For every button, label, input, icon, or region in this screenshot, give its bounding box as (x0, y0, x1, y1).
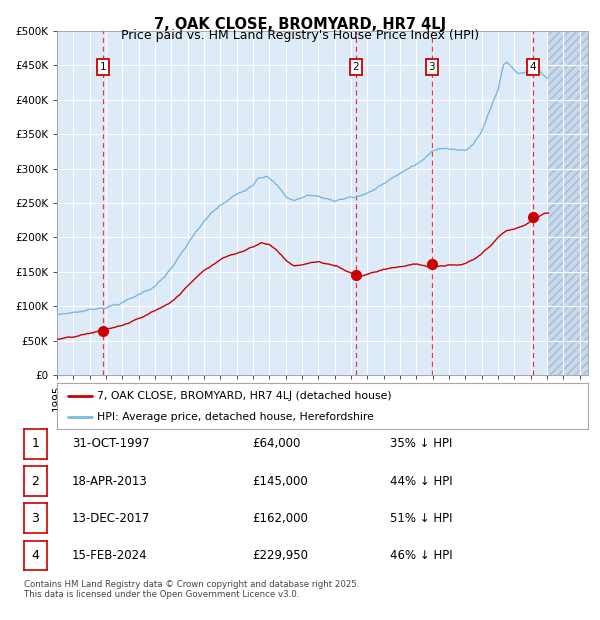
Text: 4: 4 (31, 549, 40, 562)
Text: Contains HM Land Registry data © Crown copyright and database right 2025.
This d: Contains HM Land Registry data © Crown c… (24, 580, 359, 599)
Text: 2: 2 (31, 475, 40, 487)
Text: 18-APR-2013: 18-APR-2013 (72, 475, 148, 487)
Text: 13-DEC-2017: 13-DEC-2017 (72, 512, 150, 525)
Text: 4: 4 (529, 62, 536, 72)
Text: Price paid vs. HM Land Registry's House Price Index (HPI): Price paid vs. HM Land Registry's House … (121, 29, 479, 42)
Text: 1: 1 (31, 438, 40, 450)
Text: 31-OCT-1997: 31-OCT-1997 (72, 438, 149, 450)
Text: 3: 3 (428, 62, 435, 72)
Text: 44% ↓ HPI: 44% ↓ HPI (390, 475, 452, 487)
Text: HPI: Average price, detached house, Herefordshire: HPI: Average price, detached house, Here… (97, 412, 374, 422)
Text: 1: 1 (100, 62, 107, 72)
Text: 7, OAK CLOSE, BROMYARD, HR7 4LJ (detached house): 7, OAK CLOSE, BROMYARD, HR7 4LJ (detache… (97, 391, 391, 401)
Text: 51% ↓ HPI: 51% ↓ HPI (390, 512, 452, 525)
Text: 7, OAK CLOSE, BROMYARD, HR7 4LJ: 7, OAK CLOSE, BROMYARD, HR7 4LJ (154, 17, 446, 32)
Bar (547, 31, 588, 375)
Text: 2: 2 (353, 62, 359, 72)
Text: 35% ↓ HPI: 35% ↓ HPI (390, 438, 452, 450)
Text: £229,950: £229,950 (252, 549, 308, 562)
Text: 3: 3 (31, 512, 40, 525)
Text: £64,000: £64,000 (252, 438, 301, 450)
Text: 46% ↓ HPI: 46% ↓ HPI (390, 549, 452, 562)
Text: £162,000: £162,000 (252, 512, 308, 525)
Text: 15-FEB-2024: 15-FEB-2024 (72, 549, 148, 562)
Text: £145,000: £145,000 (252, 475, 308, 487)
